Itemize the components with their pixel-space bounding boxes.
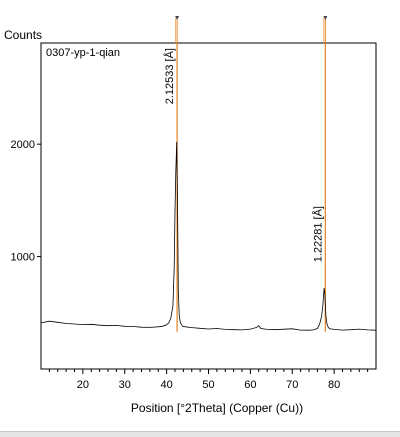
x-axis-label: Position [°2Theta] (Copper (Cu)) <box>131 401 303 415</box>
peak-label: 2.12533 [Å] <box>163 48 176 104</box>
x-tick-label: 30 <box>119 379 131 391</box>
x-tick-label: 50 <box>202 379 214 391</box>
peak-label: 1.22281 [Å] <box>311 206 324 262</box>
y-tick-label: 1000 <box>11 252 35 264</box>
reference-peaks: 2.12533 [Å] 1.22281 [Å] <box>163 16 328 332</box>
peak-arrow-icon <box>175 16 180 20</box>
window-bottom-edge <box>0 431 400 437</box>
y-axis-label: Counts <box>4 28 42 42</box>
x-tick-label: 70 <box>286 379 298 391</box>
chart-title: 0307-yp-1-qian <box>46 47 120 59</box>
x-tick-label: 60 <box>244 379 256 391</box>
x-tick-label: 80 <box>328 379 340 391</box>
y-tick-label: 2000 <box>11 139 35 151</box>
x-tick-label: 20 <box>77 379 89 391</box>
x-axis: 20 30 40 50 60 70 80 <box>48 369 369 391</box>
y-axis: 1000 2000 <box>11 139 41 264</box>
peak-arrow-icon <box>323 16 328 20</box>
x-tick-label: 40 <box>161 379 173 391</box>
series-line <box>40 141 377 331</box>
